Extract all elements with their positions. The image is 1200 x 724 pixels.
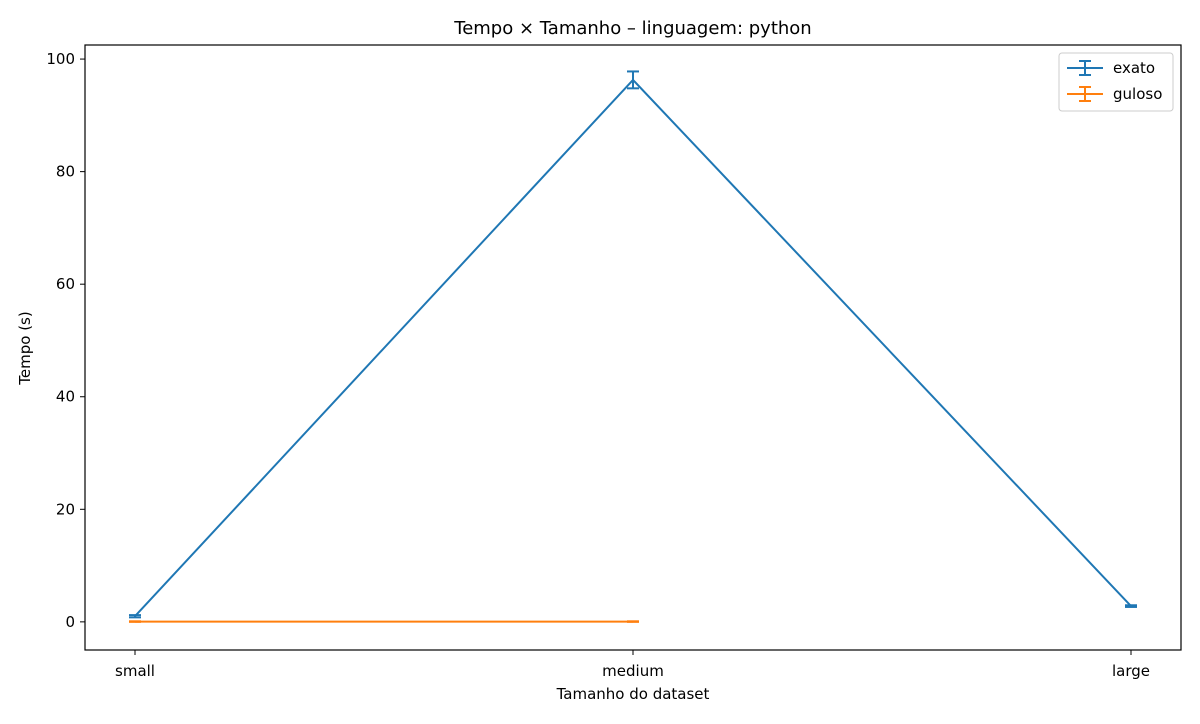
errorbar-exato-small xyxy=(129,614,141,619)
legend-item-exato: exato xyxy=(1067,59,1155,77)
x-axis-label: Tamanho do dataset xyxy=(556,685,710,703)
y-axis-label: Tempo (s) xyxy=(16,311,34,385)
legend-label-guloso: guloso xyxy=(1113,85,1162,103)
y-axis-ticks: 0 20 40 60 80 100 xyxy=(46,50,85,631)
y-tick-label-100: 100 xyxy=(46,50,75,68)
errorbar-exato-large xyxy=(1125,604,1137,608)
y-tick-label-20: 20 xyxy=(56,500,75,518)
legend-label-exato: exato xyxy=(1113,59,1155,77)
x-tick-label-medium: medium xyxy=(602,662,664,680)
y-tick-label-60: 60 xyxy=(56,275,75,293)
plot-area-frame xyxy=(84,44,1182,651)
x-tick-label-large: large xyxy=(1112,662,1150,680)
series-guloso xyxy=(129,620,639,623)
legend-item-guloso: guloso xyxy=(1067,85,1162,103)
x-axis-ticks: small medium large xyxy=(115,650,1150,680)
errorbar-guloso-medium xyxy=(627,620,639,623)
x-tick-label-small: small xyxy=(115,662,155,680)
chart-title: Tempo × Tamanho – linguagem: python xyxy=(453,18,811,39)
y-tick-label-80: 80 xyxy=(56,163,75,181)
errorbar-exato-medium xyxy=(627,70,639,90)
y-tick-label-40: 40 xyxy=(56,388,75,406)
errorbar-guloso-small xyxy=(129,620,141,623)
y-tick-label-0: 0 xyxy=(65,613,75,631)
series-layer xyxy=(129,70,1137,623)
legend: exato guloso xyxy=(1058,52,1174,112)
series-line-exato xyxy=(134,78,1132,617)
series-exato xyxy=(129,70,1137,619)
